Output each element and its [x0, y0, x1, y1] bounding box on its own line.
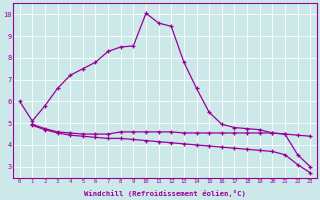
X-axis label: Windchill (Refroidissement éolien,°C): Windchill (Refroidissement éolien,°C): [84, 190, 246, 197]
